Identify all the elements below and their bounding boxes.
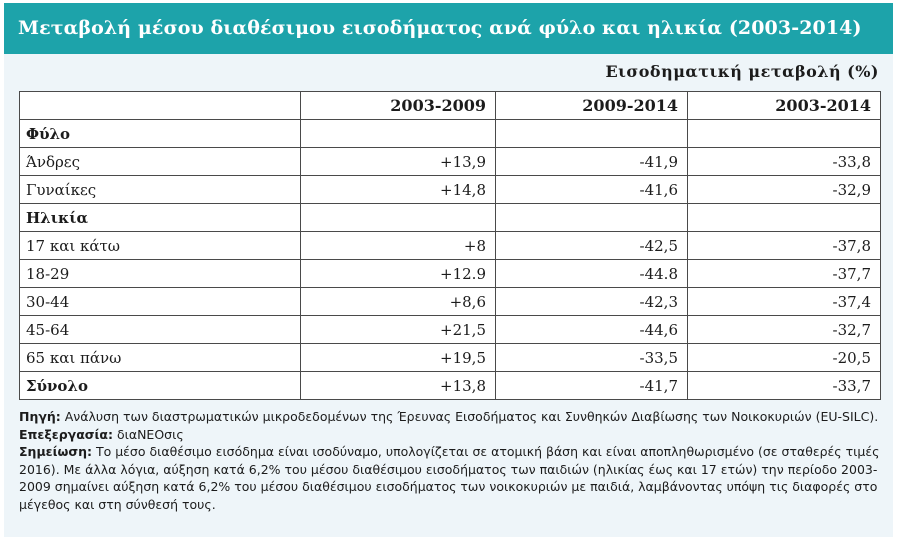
row-label: Σύνολο <box>19 371 301 400</box>
cell-value: -37,7 <box>687 259 881 288</box>
cell-value: -20,5 <box>687 343 881 372</box>
cell-value: +19,5 <box>300 343 496 372</box>
cell-value: +13,8 <box>300 371 496 400</box>
table-row: 17 και κάτω +8 -42,5 -37,8 <box>19 231 881 260</box>
table-row: Γυναίκες +14,8 -41,6 -32,9 <box>19 175 881 204</box>
row-label: Άνδρες <box>19 147 301 176</box>
table-row: Άνδρες +13,9 -41,9 -33,8 <box>19 147 881 176</box>
cell-value: -33,7 <box>687 371 881 400</box>
cell-value <box>687 119 881 148</box>
header-cell-2009-2014: 2009-2014 <box>495 91 688 120</box>
cell-value: -41,7 <box>495 371 688 400</box>
cell-value: +14,8 <box>300 175 496 204</box>
table-row-total: Σύνολο +13,8 -41,7 -33,7 <box>19 371 881 400</box>
processing-text: διαΝΕΟσις <box>112 426 184 442</box>
cell-value: -42,3 <box>495 287 688 316</box>
row-label: 45-64 <box>19 315 301 344</box>
row-label: 30-44 <box>19 287 301 316</box>
cell-value <box>300 119 496 148</box>
cell-value: +13,9 <box>300 147 496 176</box>
row-label: Γυναίκες <box>19 175 301 204</box>
note-text: Το μέσο διαθέσιμο εισόδημα είναι ισοδύνα… <box>19 444 880 512</box>
method-note: Σημείωση: Το μέσο διαθέσιμο εισόδημα είν… <box>19 443 889 513</box>
header-cell-2003-2009: 2003-2009 <box>300 91 496 120</box>
source-label: Πηγή: <box>19 409 61 424</box>
cell-value: +21,5 <box>300 315 496 344</box>
cell-value: -32,9 <box>687 175 881 204</box>
cell-value: -37,4 <box>687 287 881 316</box>
cell-value <box>687 203 881 232</box>
table-row: 18-29 +12.9 -44.8 -37,7 <box>19 259 881 288</box>
cell-value: -42,5 <box>495 231 688 260</box>
cell-value: -41,6 <box>495 175 688 204</box>
cell-value: -33,5 <box>495 343 688 372</box>
table-row: 45-64 +21,5 -44,6 -32,7 <box>19 315 881 344</box>
cell-value: +12.9 <box>300 259 496 288</box>
cell-value: -37,8 <box>687 231 881 260</box>
source-note: Πηγή: Ανάλυση των διαστρωματικών μικροδε… <box>19 408 889 443</box>
header-cell-blank <box>19 91 301 120</box>
header-cell-2003-2014: 2003-2014 <box>687 91 881 120</box>
row-label: 65 και πάνω <box>19 343 301 372</box>
table-row-group-sex: Φύλο <box>19 119 881 148</box>
source-text: Ανάλυση των διαστρωματικών μικροδεδομένω… <box>60 409 879 424</box>
title-bar: Μεταβολή μέσου διαθέσιμου εισοδήματος αν… <box>4 3 893 54</box>
row-label: 18-29 <box>19 259 301 288</box>
cell-value <box>495 203 688 232</box>
processing-label: Επεξεργασία: <box>19 426 113 442</box>
table-row: 30-44 +8,6 -42,3 -37,4 <box>19 287 881 316</box>
footnotes: Πηγή: Ανάλυση των διαστρωματικών μικροδε… <box>19 408 889 513</box>
cell-value: +8 <box>300 231 496 260</box>
table-row: 65 και πάνω +19,5 -33,5 -20,5 <box>19 343 881 372</box>
cell-value <box>495 119 688 148</box>
page-title: Μεταβολή μέσου διαθέσιμου εισοδήματος αν… <box>18 17 862 39</box>
infographic-panel: Μεταβολή μέσου διαθέσιμου εισοδήματος αν… <box>4 3 893 537</box>
note-label: Σημείωση: <box>19 444 92 459</box>
cell-value: -41,9 <box>495 147 688 176</box>
cell-value <box>300 203 496 232</box>
row-label: Ηλικία <box>19 203 301 232</box>
cell-value: -44.8 <box>495 259 688 288</box>
cell-value: +8,6 <box>300 287 496 316</box>
table-row-group-age: Ηλικία <box>19 203 881 232</box>
cell-value: -33,8 <box>687 147 881 176</box>
income-change-table: 2003-2009 2009-2014 2003-2014 Φύλο Άνδρε… <box>19 91 881 400</box>
unit-label: Εισοδηματική μεταβολή (%) <box>605 62 879 81</box>
table-header-row: 2003-2009 2009-2014 2003-2014 <box>19 91 881 120</box>
row-label: Φύλο <box>19 119 301 148</box>
row-label: 17 και κάτω <box>19 231 301 260</box>
cell-value: -44,6 <box>495 315 688 344</box>
cell-value: -32,7 <box>687 315 881 344</box>
